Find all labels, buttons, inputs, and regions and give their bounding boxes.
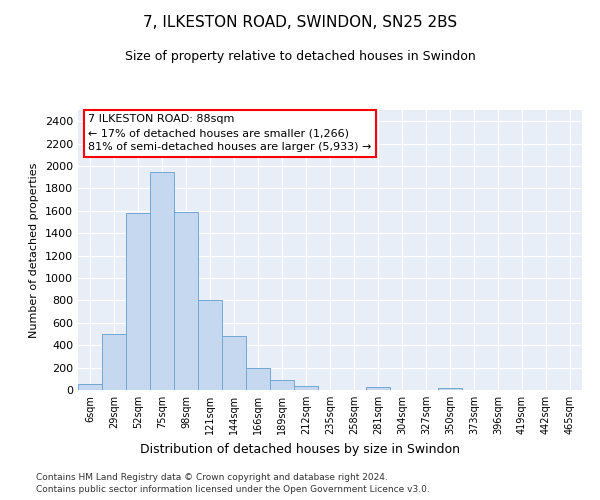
Bar	[174, 212, 198, 390]
Bar	[438, 388, 462, 390]
Bar	[270, 380, 294, 390]
Text: 7 ILKESTON ROAD: 88sqm
← 17% of detached houses are smaller (1,266)
81% of semi-: 7 ILKESTON ROAD: 88sqm ← 17% of detached…	[88, 114, 371, 152]
Bar	[126, 213, 150, 390]
Bar	[102, 334, 126, 390]
Bar	[222, 336, 246, 390]
Text: Size of property relative to detached houses in Swindon: Size of property relative to detached ho…	[125, 50, 475, 63]
Text: Contains HM Land Registry data © Crown copyright and database right 2024.: Contains HM Land Registry data © Crown c…	[36, 472, 388, 482]
Bar	[198, 300, 222, 390]
Bar	[78, 384, 102, 390]
Y-axis label: Number of detached properties: Number of detached properties	[29, 162, 40, 338]
Bar	[366, 386, 390, 390]
Text: Contains public sector information licensed under the Open Government Licence v3: Contains public sector information licen…	[36, 485, 430, 494]
Text: 7, ILKESTON ROAD, SWINDON, SN25 2BS: 7, ILKESTON ROAD, SWINDON, SN25 2BS	[143, 15, 457, 30]
Bar	[246, 368, 270, 390]
Text: Distribution of detached houses by size in Swindon: Distribution of detached houses by size …	[140, 442, 460, 456]
Bar	[294, 386, 318, 390]
Bar	[150, 172, 174, 390]
